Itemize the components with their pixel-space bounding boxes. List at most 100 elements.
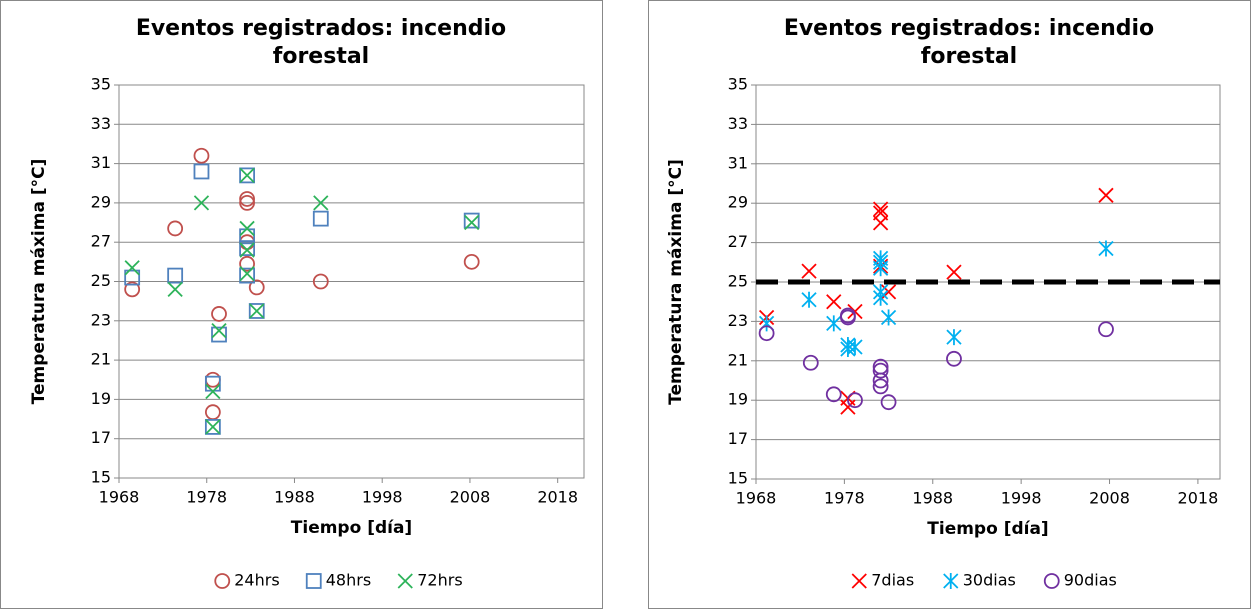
data-point [826,294,842,310]
y-tick-label: 17 [91,428,111,447]
data-point [239,266,255,282]
data-point [205,419,221,435]
y-tick-label: 29 [728,193,748,212]
y-tick-label: 15 [728,469,748,488]
data-point [204,419,221,435]
legend-label: 48hrs [326,571,371,590]
data-point [167,281,183,297]
data-point [239,194,255,211]
chart-title: Eventos registrados: incendio forestal [135,16,507,69]
data-point [801,263,817,279]
legend-marker [851,573,867,589]
y-tick-label: 33 [728,114,748,133]
data-point [801,291,817,308]
legend-marker [397,573,413,589]
chart: 15 17 19 21 23 25 27 29 31 33 35 1968 1978 1988 1998 20… [29,75,585,590]
legend-label: 72hrs [417,571,462,590]
y-tick-label: 19 [91,389,111,408]
data-point [249,303,265,319]
data-point [204,404,221,421]
data-point [239,255,255,272]
data-point [847,303,863,320]
data-point [239,242,255,258]
y-tick-label: 23 [728,311,748,330]
x-tick-label: 1998 [1001,489,1042,508]
plot-border [118,84,585,479]
y-axis-label: Temperatura máxima [°C] [29,159,49,405]
data-point [872,289,889,306]
y-tick-label: 27 [91,232,111,251]
chart-panel: Eventos registrados: incendio forestal 1… [0,0,603,609]
legend-label: 90dias [1064,571,1117,590]
data-point [872,260,889,277]
x-tick-label: 2008 [450,488,491,507]
x-tick-label: 2018 [537,488,578,507]
legend-label: 7dias [871,571,914,590]
data-point [211,322,227,339]
data-point [124,260,140,276]
data-point [840,309,856,326]
y-tick-label: 17 [728,429,748,448]
data-point [847,339,863,356]
x-tick-label: 1998 [362,488,403,507]
data-point [464,214,480,231]
data-point [205,383,221,400]
y-tick-label: 31 [91,153,111,172]
data-point [880,309,897,326]
data-point [239,267,255,284]
legend-marker [214,573,231,589]
legend-marker [305,573,322,589]
data-point [1098,321,1114,338]
x-axis-label: Tiempo [día] [927,519,1048,539]
data-point [248,279,265,296]
chart: 15 17 19 21 23 25 27 29 31 33 35 1968 1978 1988 1998 20… [666,75,1221,590]
data-point [802,354,819,371]
data-point [847,392,863,409]
data-point [826,315,842,332]
data-point [825,386,842,403]
data-point [872,215,889,231]
data-point [313,195,329,211]
data-point [758,325,775,342]
data-point [211,306,227,322]
data-point [840,399,856,415]
y-tick-label: 27 [728,232,748,251]
y-tick-label: 29 [91,192,111,211]
data-point [239,220,255,237]
x-tick-label: 2008 [1089,489,1130,508]
data-point [248,303,265,319]
data-point [239,167,255,184]
data-point [946,264,962,280]
y-tick-label: 25 [91,271,111,290]
y-tick-label: 35 [728,75,748,94]
x-tick-label: 1968 [99,488,140,507]
y-tick-label: 23 [91,310,111,329]
chart-panel: Eventos registrados: incendio forestal 1… [648,0,1251,609]
legend-marker [943,573,959,589]
data-point [167,220,184,237]
data-point [124,281,141,298]
x-tick-label: 1978 [186,488,227,507]
data-point [1098,187,1114,203]
data-point [463,253,480,270]
chart-title: Eventos registrados: incendio forestal [783,16,1155,69]
data-point [880,284,897,300]
data-point [946,350,962,367]
y-tick-label: 31 [728,153,748,172]
data-point [872,201,889,217]
data-point [880,394,897,411]
data-point [204,371,221,388]
data-point [239,191,255,207]
x-tick-label: 2018 [1178,489,1219,508]
data-point [211,326,227,343]
x-tick-label: 1988 [274,488,315,507]
y-tick-label: 15 [91,468,111,487]
data-point [193,147,210,164]
data-point [872,378,889,395]
y-tick-label: 35 [91,75,111,94]
x-axis-label: Tiempo [día] [291,518,412,538]
data-point [239,240,255,256]
data-point [872,372,889,389]
data-point [124,269,141,286]
